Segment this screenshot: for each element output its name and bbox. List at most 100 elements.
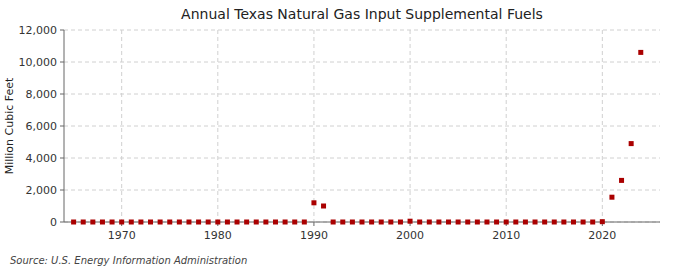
point xyxy=(398,220,403,225)
point xyxy=(561,220,566,225)
point xyxy=(186,220,191,225)
tick-mark xyxy=(60,126,64,127)
point xyxy=(119,220,124,225)
point xyxy=(475,220,480,225)
point xyxy=(129,220,134,225)
point xyxy=(417,220,422,225)
point xyxy=(513,220,518,225)
point xyxy=(494,220,499,225)
point xyxy=(504,220,509,225)
point xyxy=(465,220,470,225)
grid-line xyxy=(602,30,603,222)
grid-line xyxy=(64,62,660,63)
point xyxy=(110,220,115,225)
title: Annual Texas Natural Gas Input Supplemen… xyxy=(181,6,543,22)
points xyxy=(71,50,643,225)
grid-line xyxy=(121,30,122,222)
point xyxy=(177,220,182,225)
point xyxy=(446,220,451,225)
point xyxy=(254,220,259,225)
point xyxy=(263,220,268,225)
point xyxy=(235,220,240,225)
point xyxy=(244,220,249,225)
point xyxy=(302,220,307,225)
point xyxy=(542,220,547,225)
point xyxy=(609,195,614,200)
point xyxy=(350,220,355,225)
y-tick-label: 2,000 xyxy=(26,184,58,197)
y-tick-label: 12,000 xyxy=(19,24,58,37)
point xyxy=(408,219,413,224)
point xyxy=(215,220,220,225)
source-note: Source: U.S. Energy Information Administ… xyxy=(10,255,247,266)
tick-mark xyxy=(60,190,64,191)
grid-line xyxy=(64,158,660,159)
y-tick-label: 4,000 xyxy=(26,152,58,165)
tick-mark xyxy=(60,94,64,95)
grid-line xyxy=(64,30,660,31)
point xyxy=(196,220,201,225)
point xyxy=(552,220,557,225)
grid-line xyxy=(410,30,411,222)
x-tick-label: 2000 xyxy=(396,229,424,242)
point xyxy=(571,220,576,225)
point xyxy=(638,50,643,55)
tick-mark xyxy=(313,222,314,226)
point xyxy=(158,220,163,225)
point xyxy=(148,220,153,225)
point xyxy=(100,220,105,225)
point xyxy=(81,220,86,225)
tick-mark xyxy=(60,158,64,159)
point xyxy=(340,220,345,225)
point xyxy=(331,220,336,225)
point xyxy=(436,220,441,225)
y-axis xyxy=(64,30,65,222)
x-tick-label: 1970 xyxy=(108,229,136,242)
y-axis-label: Million Cubic Feet xyxy=(3,77,16,174)
point xyxy=(427,220,432,225)
point xyxy=(138,220,143,225)
tick-mark xyxy=(60,62,64,63)
point xyxy=(206,220,211,225)
point xyxy=(581,220,586,225)
grid-line xyxy=(64,126,660,127)
point xyxy=(283,220,288,225)
point xyxy=(590,220,595,225)
point xyxy=(523,220,528,225)
chart: 0 2,000 4,000 6,000 8,000 10,000 12,000 1970 198… xyxy=(0,0,675,275)
point xyxy=(369,220,374,225)
tick-mark xyxy=(60,222,64,223)
grid-line xyxy=(64,190,660,191)
grid-line xyxy=(64,94,660,95)
y-tick-label: 8,000 xyxy=(26,88,58,101)
x-tick-label: 2010 xyxy=(492,229,520,242)
grid-line xyxy=(313,30,314,222)
x-tick-label: 1990 xyxy=(300,229,328,242)
tick-mark xyxy=(60,30,64,31)
grid-line xyxy=(217,30,218,222)
y-tick-label: 0 xyxy=(50,216,57,229)
point xyxy=(379,220,384,225)
point xyxy=(167,220,172,225)
point xyxy=(273,220,278,225)
x-tick-label: 1980 xyxy=(204,229,232,242)
grid-line xyxy=(506,30,507,222)
y-tick-label: 6,000 xyxy=(26,120,58,133)
point xyxy=(533,220,538,225)
point xyxy=(90,220,95,225)
point xyxy=(321,204,326,209)
point xyxy=(629,141,634,146)
grid xyxy=(64,30,660,222)
point xyxy=(484,220,489,225)
point xyxy=(360,220,365,225)
point xyxy=(619,178,624,183)
point xyxy=(225,220,230,225)
point xyxy=(71,220,76,225)
point xyxy=(311,200,316,205)
point xyxy=(292,220,297,225)
point xyxy=(456,220,461,225)
point xyxy=(600,219,605,224)
y-tick-label: 10,000 xyxy=(19,56,58,69)
point xyxy=(388,220,393,225)
x-tick-label: 2020 xyxy=(588,229,616,242)
